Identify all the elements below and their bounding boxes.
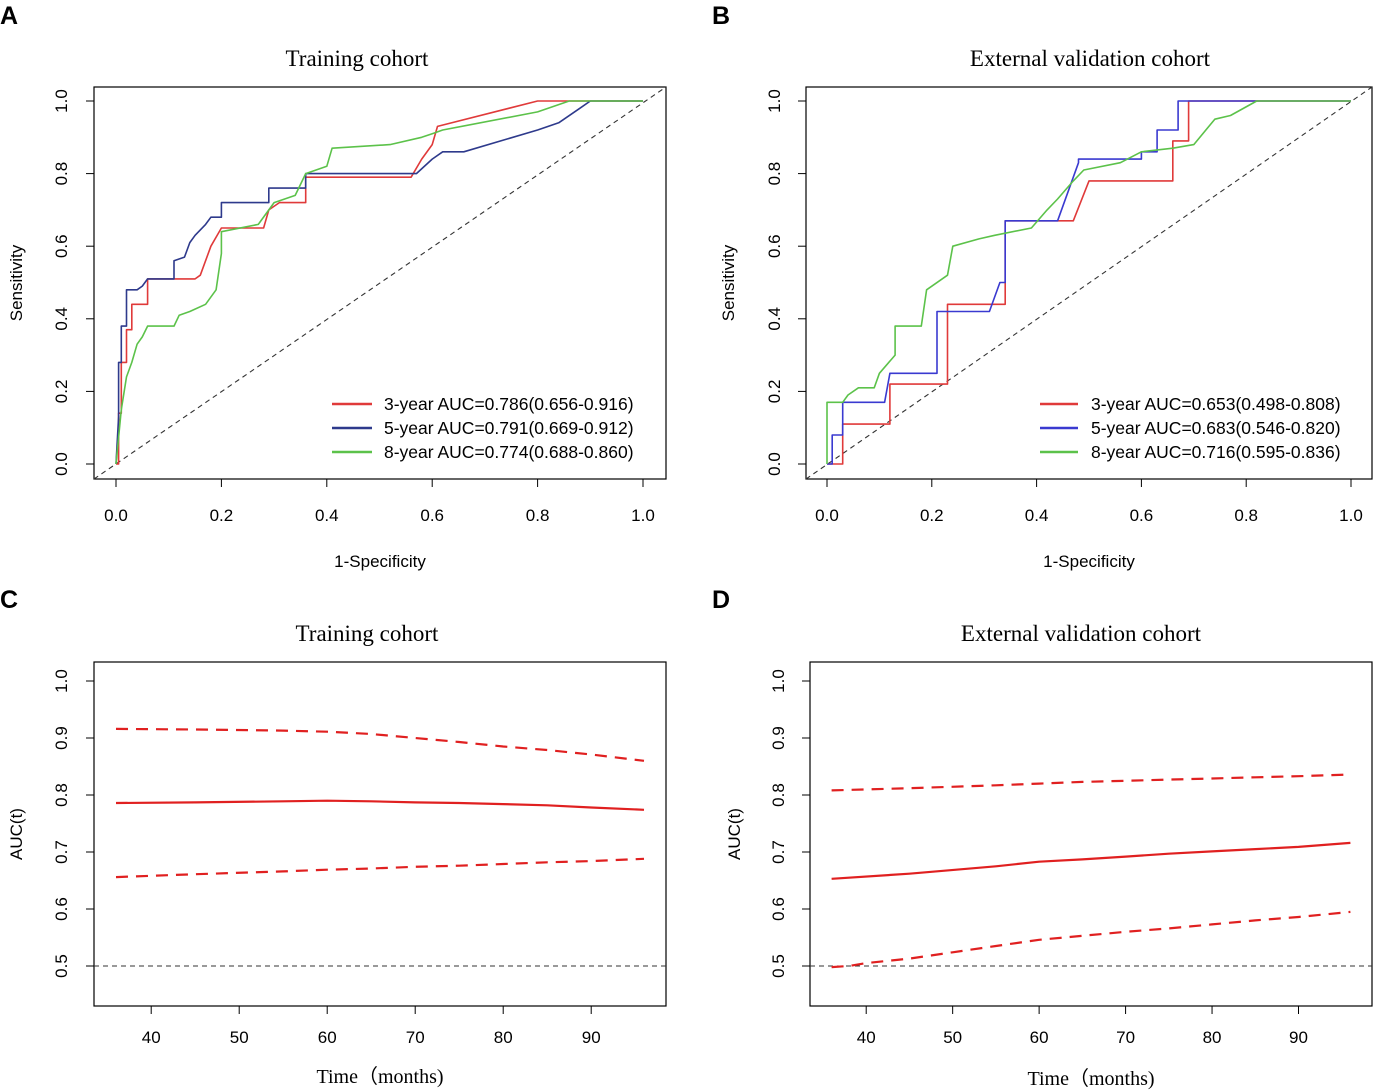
panel-C: C Training cohort 40 50 60 70 80 90 0.5 0.6 0.7 0.8… bbox=[0, 586, 667, 1088]
x-tick-label: 90 bbox=[1289, 1028, 1308, 1047]
series-8-year bbox=[115, 100, 643, 465]
series-auc bbox=[831, 841, 1351, 880]
legend-entry: 5-year AUC=0.683(0.546-0.820) bbox=[1091, 418, 1341, 438]
y-tick-label: 0.6 bbox=[765, 234, 784, 258]
x-tick-label: 40 bbox=[857, 1028, 876, 1047]
x-tick-label: 60 bbox=[1030, 1028, 1049, 1047]
chart-title: Training cohort bbox=[296, 621, 440, 646]
series-5-year bbox=[115, 100, 643, 465]
x-tick-label: 80 bbox=[494, 1028, 513, 1047]
legend-entry: 3-year AUC=0.653(0.498-0.808) bbox=[1091, 394, 1341, 414]
x-tick-label: 0.6 bbox=[1130, 506, 1154, 525]
x-axis-label: Time（months) bbox=[316, 1065, 443, 1088]
series-3-year bbox=[827, 100, 1351, 465]
legend-entry: 3-year AUC=0.786(0.656-0.916) bbox=[384, 394, 634, 414]
series-8-year bbox=[826, 100, 1351, 464]
y-axis-label: Sensitivity bbox=[719, 244, 738, 321]
panel-D: D External validation cohort 40 50 60 70 80 90 0… bbox=[712, 586, 1373, 1090]
x-axis-label: Time（months) bbox=[1027, 1067, 1154, 1090]
x-tick-label: 1.0 bbox=[1339, 506, 1363, 525]
series-auc bbox=[115, 799, 645, 811]
plot-frame bbox=[809, 661, 1373, 1007]
y-tick-label: 0.2 bbox=[765, 380, 784, 404]
x-tick-label: 0.4 bbox=[1025, 506, 1049, 525]
x-tick-label: 50 bbox=[943, 1028, 962, 1047]
x-tick-label: 0.2 bbox=[920, 506, 944, 525]
y-tick-label: 0.7 bbox=[769, 840, 788, 864]
legend-entry: 8-year AUC=0.774(0.688-0.860) bbox=[384, 442, 634, 462]
y-tick-label: 0.8 bbox=[52, 783, 71, 807]
series-upper-ci bbox=[115, 727, 645, 762]
y-axis-label: AUC(t) bbox=[725, 808, 744, 860]
x-axis-label: 1-Specificity bbox=[1043, 552, 1135, 571]
chart-title: External validation cohort bbox=[961, 621, 1202, 646]
y-tick-label: 0.8 bbox=[52, 162, 71, 186]
x-tick-label: 40 bbox=[142, 1028, 161, 1047]
x-tick-label: 70 bbox=[406, 1028, 425, 1047]
x-tick-label: 0.4 bbox=[315, 506, 339, 525]
x-tick-label: 50 bbox=[230, 1028, 249, 1047]
x-tick-label: 0.0 bbox=[815, 506, 839, 525]
y-axis-label: AUC(t) bbox=[7, 808, 26, 860]
x-tick-label: 0.8 bbox=[1234, 506, 1258, 525]
plot-frame bbox=[93, 661, 667, 1007]
series-lower-ci bbox=[831, 910, 1351, 969]
y-tick-label: 0.8 bbox=[765, 162, 784, 186]
x-tick-label: 60 bbox=[318, 1028, 337, 1047]
reference-diagonal bbox=[805, 86, 1373, 480]
legend-entry: 5-year AUC=0.791(0.669-0.912) bbox=[384, 418, 634, 438]
y-tick-label: 0.0 bbox=[765, 452, 784, 476]
series-upper-ci bbox=[831, 773, 1351, 792]
y-tick-label: 0.5 bbox=[769, 954, 788, 978]
y-tick-label: 1.0 bbox=[769, 669, 788, 693]
chart-title: Training cohort bbox=[286, 46, 430, 71]
panel-label: B bbox=[712, 2, 730, 30]
x-tick-label: 90 bbox=[582, 1028, 601, 1047]
reference-diagonal bbox=[93, 86, 667, 480]
series-lower-ci bbox=[115, 857, 645, 879]
y-tick-label: 0.7 bbox=[52, 840, 71, 864]
x-tick-label: 80 bbox=[1203, 1028, 1222, 1047]
y-tick-label: 0.9 bbox=[52, 726, 71, 750]
y-tick-label: 0.6 bbox=[52, 897, 71, 921]
x-axis-label: 1-Specificity bbox=[334, 552, 426, 571]
x-tick-label: 0.2 bbox=[210, 506, 234, 525]
y-tick-label: 0.9 bbox=[769, 726, 788, 750]
chart-title: External validation cohort bbox=[970, 46, 1211, 71]
y-tick-label: 1.0 bbox=[765, 89, 784, 113]
x-tick-label: 0.8 bbox=[526, 506, 550, 525]
panel-label: D bbox=[712, 586, 730, 614]
x-tick-label: 1.0 bbox=[631, 506, 655, 525]
series-3-year bbox=[116, 100, 643, 465]
y-tick-label: 0.6 bbox=[52, 234, 71, 258]
y-axis-label: Sensitivity bbox=[7, 244, 26, 321]
y-tick-label: 0.8 bbox=[769, 783, 788, 807]
y-tick-label: 0.6 bbox=[769, 897, 788, 921]
x-tick-label: 70 bbox=[1116, 1028, 1135, 1047]
y-tick-label: 0.4 bbox=[52, 307, 71, 331]
plot-frame bbox=[93, 86, 667, 480]
y-tick-label: 0.5 bbox=[52, 954, 71, 978]
y-tick-label: 0.4 bbox=[765, 307, 784, 331]
y-tick-label: 0.2 bbox=[52, 380, 71, 404]
panel-label: C bbox=[0, 586, 18, 614]
panel-A: A Training cohort 0.0 0.2 0.4 0.6 0.8 1.0 0.0 0.2… bbox=[0, 2, 667, 571]
y-tick-label: 1.0 bbox=[52, 89, 71, 113]
panel-B: B External validation cohort 0.0 0.2 0.4 0.6 0… bbox=[712, 2, 1373, 571]
panel-label: A bbox=[0, 2, 18, 30]
x-tick-label: 0.0 bbox=[104, 506, 128, 525]
y-tick-label: 0.0 bbox=[52, 452, 71, 476]
legend-entry: 8-year AUC=0.716(0.595-0.836) bbox=[1091, 442, 1341, 462]
x-tick-label: 0.6 bbox=[420, 506, 444, 525]
plot-frame bbox=[805, 86, 1373, 480]
y-tick-label: 1.0 bbox=[52, 669, 71, 693]
